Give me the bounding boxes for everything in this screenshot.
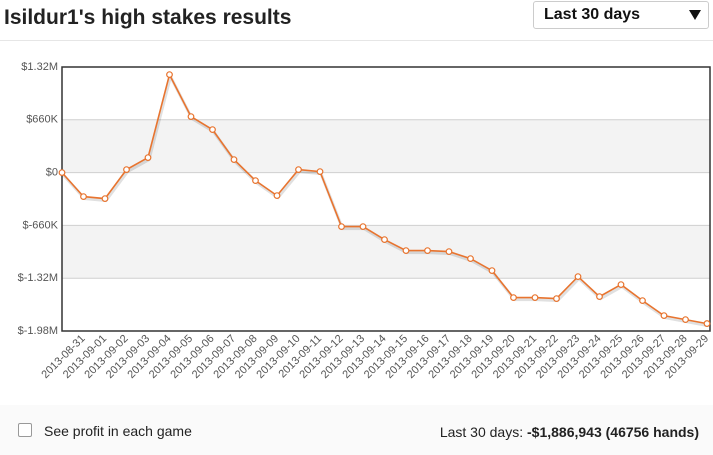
point bbox=[187, 113, 195, 120]
point bbox=[510, 294, 517, 302]
dropdown-text: Last 30 days bbox=[544, 6, 641, 23]
y-tick-label: $660K bbox=[26, 114, 58, 126]
point bbox=[531, 294, 539, 302]
separator bbox=[0, 40, 713, 41]
point bbox=[424, 247, 431, 255]
point bbox=[101, 195, 109, 203]
plot-band bbox=[62, 119, 710, 173]
point bbox=[553, 295, 560, 303]
point bbox=[660, 312, 668, 320]
point bbox=[252, 177, 259, 185]
point bbox=[402, 247, 410, 255]
point bbox=[80, 193, 87, 201]
point bbox=[617, 281, 625, 289]
point bbox=[295, 166, 302, 174]
point bbox=[273, 192, 281, 200]
point bbox=[682, 316, 689, 324]
point bbox=[230, 156, 238, 163]
point bbox=[144, 154, 152, 161]
y-tick-label: $0 bbox=[46, 167, 58, 179]
checkbox-label[interactable]: See profit in each game bbox=[44, 423, 192, 439]
point bbox=[209, 126, 216, 133]
point bbox=[574, 273, 582, 281]
point bbox=[639, 297, 646, 305]
checkbox[interactable] bbox=[18, 423, 32, 437]
chart: $-1.98M$-1.32M$-660K$0$660K$1.32M2013-08… bbox=[18, 61, 712, 381]
summary-label: Last 30 days: bbox=[439, 424, 524, 440]
point bbox=[123, 166, 130, 174]
point bbox=[445, 248, 453, 256]
dropdown-arrow bbox=[689, 10, 701, 20]
point bbox=[488, 267, 496, 275]
summary: Last 30 days: -$1,886,943 (46756 hands) bbox=[440, 424, 699, 440]
point bbox=[596, 293, 603, 301]
title: Isildur1's high stakes results bbox=[4, 6, 292, 29]
point bbox=[316, 168, 324, 176]
point bbox=[58, 169, 66, 177]
footer: See profit in each game Last 30 days: -$… bbox=[0, 405, 713, 455]
line bbox=[61, 72, 708, 325]
summary-value: -$1,886,943 (46756 hands) bbox=[527, 424, 699, 440]
point bbox=[166, 71, 173, 78]
point bbox=[338, 223, 345, 231]
plot-frame bbox=[61, 66, 711, 332]
point bbox=[703, 320, 711, 327]
y-tick-label: $-1.98M bbox=[18, 325, 58, 337]
y-tick-label: $1.32M bbox=[21, 61, 58, 73]
y-tick-label: $-660K bbox=[23, 219, 59, 231]
point bbox=[359, 223, 367, 231]
plot-band bbox=[62, 225, 710, 279]
point bbox=[381, 236, 388, 244]
point bbox=[467, 255, 474, 263]
y-tick-label: $-1.32M bbox=[18, 272, 58, 284]
period-dropdown[interactable]: Last 30 days bbox=[533, 1, 709, 29]
